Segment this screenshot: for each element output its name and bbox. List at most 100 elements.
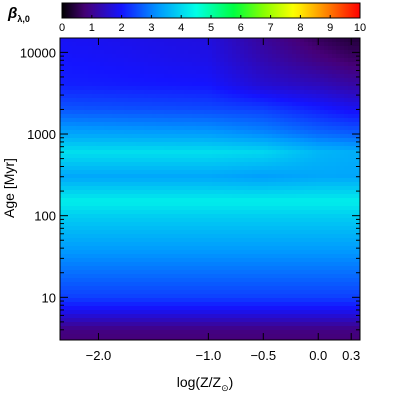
heatmap-cell bbox=[116, 74, 121, 79]
heatmap-cell bbox=[336, 122, 341, 127]
heatmap-cell bbox=[192, 114, 197, 119]
heatmap-cell bbox=[204, 242, 209, 247]
heatmap-cell bbox=[124, 102, 129, 107]
heatmap-cell bbox=[132, 242, 137, 247]
heatmap-cell bbox=[152, 86, 157, 91]
heatmap-cell bbox=[172, 274, 177, 279]
heatmap-cell bbox=[64, 206, 69, 211]
heatmap-cell bbox=[200, 218, 205, 223]
heatmap-cell bbox=[288, 146, 293, 151]
heatmap-cell bbox=[64, 302, 69, 307]
heatmap-cell bbox=[116, 206, 121, 211]
heatmap-cell bbox=[356, 90, 361, 95]
heatmap-cell bbox=[128, 58, 133, 63]
heatmap-cell bbox=[268, 298, 273, 303]
heatmap-cell bbox=[160, 62, 165, 67]
heatmap-cell bbox=[352, 146, 357, 151]
heatmap-cell bbox=[172, 42, 177, 47]
heatmap-cell bbox=[148, 38, 153, 43]
heatmap-cell bbox=[104, 114, 109, 119]
heatmap-cell bbox=[308, 218, 313, 223]
heatmap-cell bbox=[132, 94, 137, 99]
heatmap-cell bbox=[172, 110, 177, 115]
heatmap-cell bbox=[68, 210, 73, 215]
heatmap-cell bbox=[228, 302, 233, 307]
heatmap-cell bbox=[300, 190, 305, 195]
heatmap-cell bbox=[348, 166, 353, 171]
heatmap-cell bbox=[76, 146, 81, 151]
heatmap-cell bbox=[316, 254, 321, 259]
heatmap-cell bbox=[300, 238, 305, 243]
heatmap-cell bbox=[336, 254, 341, 259]
heatmap-cell bbox=[344, 194, 349, 199]
heatmap-cell bbox=[304, 206, 309, 211]
heatmap-cell bbox=[320, 202, 325, 207]
heatmap-cell bbox=[232, 266, 237, 271]
heatmap-cell bbox=[196, 162, 201, 167]
heatmap-cell bbox=[224, 282, 229, 287]
heatmap-cell bbox=[184, 106, 189, 111]
heatmap-cell bbox=[252, 226, 257, 231]
heatmap-cell bbox=[260, 166, 265, 171]
heatmap-cell bbox=[184, 190, 189, 195]
heatmap-cell bbox=[340, 118, 345, 123]
heatmap-cell bbox=[312, 242, 317, 247]
heatmap-cell bbox=[332, 242, 337, 247]
heatmap-cell bbox=[272, 190, 277, 195]
heatmap-cell bbox=[152, 274, 157, 279]
heatmap-cell bbox=[300, 58, 305, 63]
heatmap-cell bbox=[152, 146, 157, 151]
heatmap-cell bbox=[124, 266, 129, 271]
heatmap-cell bbox=[64, 158, 69, 163]
heatmap-cell bbox=[212, 146, 217, 151]
heatmap-cell bbox=[80, 278, 85, 283]
heatmap-cell bbox=[204, 302, 209, 307]
heatmap-cell bbox=[176, 78, 181, 83]
heatmap-cell bbox=[88, 294, 93, 299]
heatmap-cell bbox=[328, 58, 333, 63]
heatmap-cell bbox=[176, 278, 181, 283]
heatmap-cell bbox=[168, 218, 173, 223]
heatmap-cell bbox=[108, 138, 113, 143]
heatmap-cell bbox=[216, 134, 221, 139]
heatmap-cell bbox=[148, 178, 153, 183]
heatmap-cell bbox=[260, 118, 265, 123]
heatmap-cell bbox=[248, 270, 253, 275]
heatmap-cell bbox=[204, 270, 209, 275]
heatmap-cell bbox=[320, 154, 325, 159]
heatmap-cell bbox=[284, 274, 289, 279]
heatmap-cell bbox=[204, 74, 209, 79]
heatmap-cell bbox=[312, 86, 317, 91]
heatmap-cell bbox=[184, 122, 189, 127]
heatmap-cell bbox=[208, 194, 213, 199]
heatmap-cell bbox=[336, 206, 341, 211]
heatmap-cell bbox=[212, 270, 217, 275]
heatmap-cell bbox=[156, 146, 161, 151]
heatmap-cell bbox=[184, 86, 189, 91]
heatmap-cell bbox=[156, 58, 161, 63]
heatmap-cell bbox=[164, 274, 169, 279]
heatmap-cell bbox=[184, 266, 189, 271]
heatmap-cell bbox=[128, 118, 133, 123]
heatmap-cell bbox=[256, 82, 261, 87]
heatmap-cell bbox=[168, 262, 173, 267]
heatmap-cell bbox=[164, 278, 169, 283]
heatmap-cell bbox=[236, 206, 241, 211]
heatmap-cell bbox=[116, 82, 121, 87]
heatmap-cell bbox=[176, 94, 181, 99]
heatmap-cell bbox=[264, 58, 269, 63]
heatmap-cell bbox=[128, 214, 133, 219]
heatmap-cell bbox=[128, 102, 133, 107]
heatmap-cell bbox=[312, 146, 317, 151]
heatmap-cell bbox=[192, 246, 197, 251]
heatmap-cell bbox=[140, 226, 145, 231]
heatmap-cell bbox=[188, 230, 193, 235]
heatmap-cell bbox=[180, 46, 185, 51]
heatmap-cell bbox=[304, 194, 309, 199]
heatmap-cell bbox=[76, 66, 81, 71]
heatmap-cell bbox=[344, 230, 349, 235]
heatmap-cell bbox=[172, 54, 177, 59]
heatmap-cell bbox=[228, 198, 233, 203]
heatmap-cell bbox=[184, 162, 189, 167]
heatmap-cell bbox=[280, 50, 285, 55]
